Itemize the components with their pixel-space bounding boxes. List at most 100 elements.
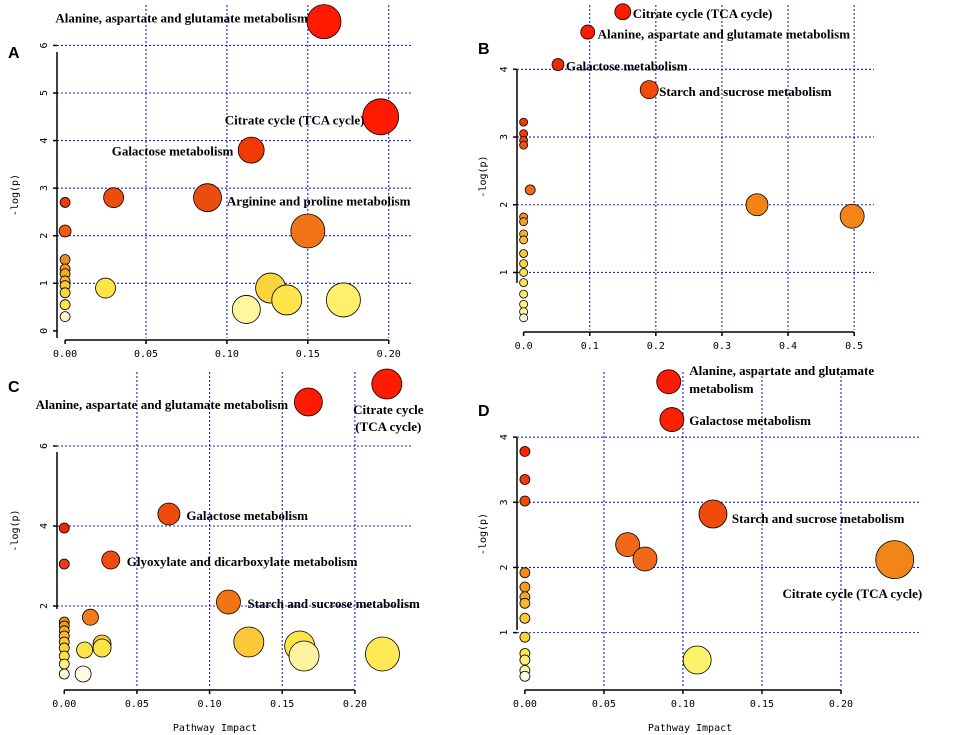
pathway-annotation: Galactose metabolism [112,143,234,158]
data-point [519,217,529,227]
data-point [519,289,529,299]
data-point [519,235,529,245]
y-tick-label: 6 [39,42,50,48]
pathway-annotation: Citrate cycle (TCA cycle) [783,586,923,601]
y-tick-label: 2 [39,603,50,609]
data-point [59,197,71,208]
data-point [82,608,99,626]
data-point [519,474,531,485]
x-tick-label: 0.0 [515,341,533,352]
y-tick-label: 3 [499,134,510,140]
data-point [288,640,320,672]
x-tick-label: 0.10 [215,349,239,360]
x-tick-label: 0.20 [377,349,401,360]
data-point [519,654,531,666]
data-point [237,136,265,164]
data-point [519,268,529,277]
data-point [519,299,529,309]
y-tick-label: 6 [39,443,50,449]
data-point [59,287,71,299]
data-point [875,540,915,580]
data-point [58,658,70,670]
y-axis-title: -log(p) [10,509,21,551]
data-point [519,313,529,323]
panel-a: A 0 1 2 3 4 5 6 -log(p) 0.00 0.05 0.10 0.15 0.20 Alani… [8,4,413,360]
x-tick-label: 0.15 [750,699,774,710]
data-point [59,311,71,322]
panel-label: A [8,45,20,62]
x-tick-label: 0.4 [779,341,797,352]
y-tick-label: 1 [499,269,510,275]
y-axis-title: -log(p) [10,174,21,216]
data-point [632,546,658,572]
x-axis-title-left: Pathway Impact [173,723,257,734]
data-point [519,597,531,609]
data-point [271,284,303,316]
data-point [103,187,125,209]
data-point [524,184,536,196]
panel-label: B [478,41,490,58]
x-tick-label: 0.05 [134,349,158,360]
pathway-annotation: Alanine, aspartate and glutamate metabol… [598,26,851,41]
x-tick-label: 0.05 [125,699,149,710]
x-tick-label: 0.00 [513,699,537,710]
data-point [519,581,531,593]
x-tick-label: 0.1 [581,341,599,352]
y-tick-label: 5 [39,90,50,96]
x-tick-label: 0.15 [296,349,320,360]
panel-c: C 2 4 6 -log(p) 0.00 0.05 0.10 0.15 0.20 Alanine, … [8,368,424,710]
y-tick-label: 0 [39,328,50,334]
data-point [306,4,342,40]
data-point [92,638,112,658]
data-point [519,278,529,288]
data-point [290,213,326,249]
panel-label: C [8,379,20,396]
data-point [698,499,728,529]
pathway-annotation: Starch and sucrose metabolism [732,511,905,526]
data-point [614,3,632,21]
data-point [362,98,400,136]
data-point [519,259,529,269]
y-axis-title: -log(p) [478,513,489,555]
data-point [58,224,72,238]
data-point [233,626,265,658]
x-tick-label: 0.00 [52,699,76,710]
x-axis-title-right: Pathway Impact [648,723,732,734]
data-point [157,502,181,526]
data-point [101,550,121,570]
data-point [519,567,531,579]
data-point [656,369,682,395]
pathway-annotation: Alanine, aspartate and glutamate [689,363,874,378]
y-tick-label: 3 [39,185,50,191]
panel-label: D [478,403,490,420]
x-tick-label: 0.3 [713,341,731,352]
y-axis-title: -log(p) [478,155,489,197]
data-point [551,58,565,71]
data-point [231,295,261,324]
data-point [519,631,531,643]
data-point [519,117,529,127]
y-tick-label: 1 [499,630,510,636]
data-point [216,589,241,615]
pathway-annotation: Galactose metabolism [689,413,811,428]
pathway-annotation: Citrate cycle (TCA cycle) [633,6,773,21]
data-point [365,636,400,672]
data-point [519,140,529,150]
data-point [58,668,70,680]
pathway-annotation: Alanine, aspartate and glutamate metabol… [55,10,308,25]
data-point [615,532,641,558]
pathway-annotation: (TCA cycle) [355,419,421,434]
pathway-annotation: Galactose metabolism [566,58,688,73]
x-tick-label: 0.10 [671,699,695,710]
pathway-annotation: Galactose metabolism [186,508,308,523]
data-point [59,299,71,311]
data-point [639,80,659,100]
data-point [659,407,685,432]
x-tick-label: 0.5 [845,341,863,352]
data-point [76,641,94,659]
pathway-annotation: Glyoxylate and dicarboxylate metabolism [127,554,358,569]
data-point [580,24,596,40]
data-point [95,277,116,299]
y-tick-label: 3 [499,499,510,505]
